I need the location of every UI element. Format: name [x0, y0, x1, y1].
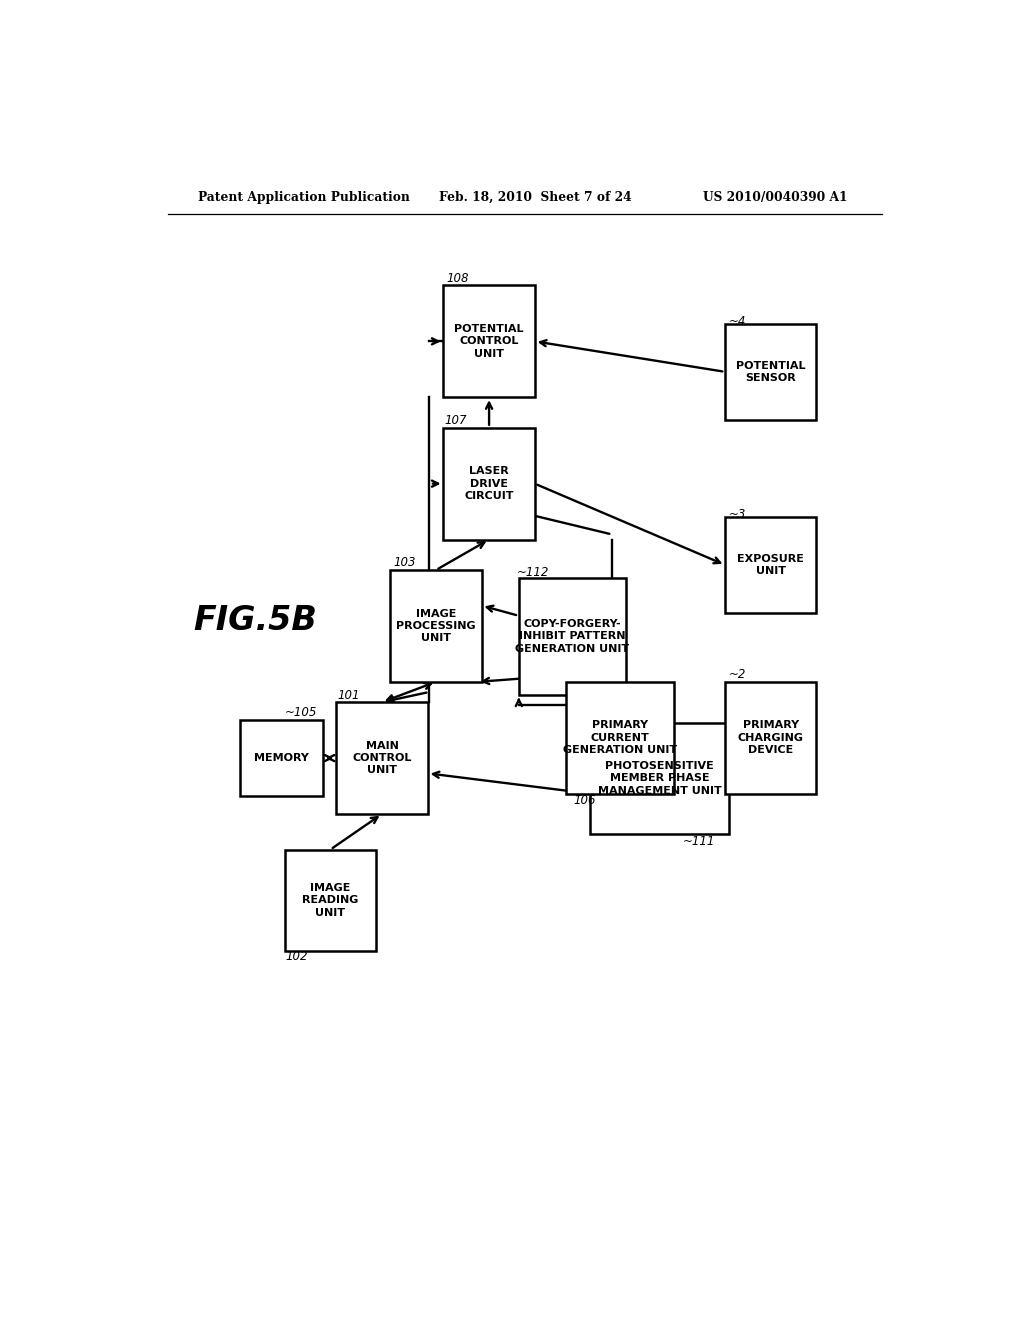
Bar: [725, 516, 816, 614]
Bar: [336, 702, 428, 814]
Text: 103: 103: [393, 557, 416, 569]
Text: COPY-FORGERY-
INHIBIT PATTERN
GENERATION UNIT: COPY-FORGERY- INHIBIT PATTERN GENERATION…: [515, 619, 630, 653]
Text: EXPOSURE
UNIT: EXPOSURE UNIT: [737, 554, 804, 576]
Text: ~105: ~105: [285, 706, 317, 719]
Text: PRIMARY
CHARGING
DEVICE: PRIMARY CHARGING DEVICE: [738, 721, 804, 755]
Text: MAIN
CONTROL
UNIT: MAIN CONTROL UNIT: [352, 741, 412, 775]
Bar: [443, 285, 535, 397]
Bar: [725, 682, 816, 793]
Text: Patent Application Publication: Patent Application Publication: [198, 190, 410, 203]
Text: PRIMARY
CURRENT
GENERATION UNIT: PRIMARY CURRENT GENERATION UNIT: [563, 721, 677, 755]
Text: ~4: ~4: [729, 314, 746, 327]
Bar: [725, 323, 816, 420]
Text: ~3: ~3: [729, 508, 746, 520]
Text: FIG.5B: FIG.5B: [194, 605, 317, 638]
Text: IMAGE
PROCESSING
UNIT: IMAGE PROCESSING UNIT: [396, 609, 476, 643]
Text: ~111: ~111: [683, 836, 716, 847]
Text: 101: 101: [337, 689, 359, 701]
Bar: [240, 719, 323, 796]
Text: MEMORY: MEMORY: [254, 754, 308, 763]
Text: 102: 102: [286, 950, 308, 962]
Text: 108: 108: [446, 272, 469, 285]
Text: US 2010/0040390 A1: US 2010/0040390 A1: [703, 190, 848, 203]
Bar: [566, 682, 674, 793]
Text: 107: 107: [444, 414, 467, 428]
Text: Feb. 18, 2010  Sheet 7 of 24: Feb. 18, 2010 Sheet 7 of 24: [439, 190, 632, 203]
Text: LASER
DRIVE
CIRCUIT: LASER DRIVE CIRCUIT: [464, 466, 514, 502]
Text: POTENTIAL
SENSOR: POTENTIAL SENSOR: [736, 360, 806, 383]
Text: ~112: ~112: [516, 565, 549, 578]
Text: IMAGE
READING
UNIT: IMAGE READING UNIT: [302, 883, 358, 917]
Text: ~2: ~2: [729, 668, 746, 681]
Bar: [443, 428, 535, 540]
Text: PHOTOSENSITIVE
MEMBER PHASE
MANAGEMENT UNIT: PHOTOSENSITIVE MEMBER PHASE MANAGEMENT U…: [598, 762, 722, 796]
Text: POTENTIAL
CONTROL
UNIT: POTENTIAL CONTROL UNIT: [455, 323, 524, 359]
Text: 106: 106: [573, 795, 596, 808]
Bar: [590, 722, 729, 834]
Bar: [519, 578, 626, 694]
Bar: [390, 570, 481, 682]
Bar: [285, 850, 376, 952]
